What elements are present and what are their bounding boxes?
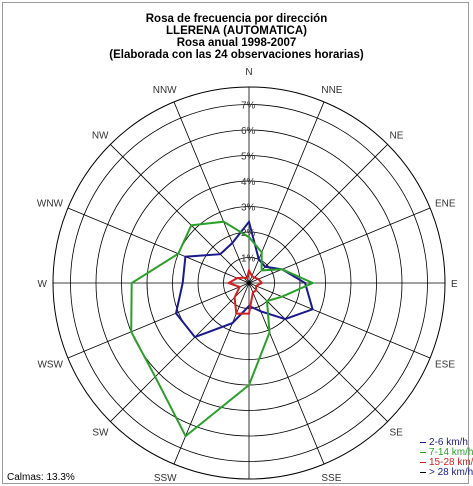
spoke-wnw bbox=[67, 207, 250, 284]
direction-label-wnw: WNW bbox=[37, 199, 64, 210]
legend-swatch-1 bbox=[420, 441, 426, 443]
direction-label-sse: SSE bbox=[321, 473, 341, 484]
legend-entry-3: 15-28 km/h bbox=[420, 458, 473, 468]
series-2-line bbox=[130, 220, 316, 438]
chart-title-line2: LLERENA (AUTOMATICA) bbox=[166, 25, 307, 37]
direction-label-n: N bbox=[245, 67, 252, 78]
spoke-nne bbox=[248, 101, 325, 284]
direction-label-ese: ESE bbox=[435, 359, 455, 370]
direction-label-w: W bbox=[38, 279, 48, 290]
spoke-ene bbox=[248, 207, 431, 284]
legend-entry-2: 7-14 km/h bbox=[420, 448, 473, 458]
legend-entry-1: 2-6 km/h bbox=[420, 438, 473, 448]
legend: 2-6 km/h 7-14 km/h 15-28 km/h > 28 km/h bbox=[420, 438, 473, 478]
ring-label-3: 3% bbox=[241, 203, 256, 214]
legend-label-1: 2-6 km/h bbox=[429, 437, 468, 448]
direction-label-nnw: NNW bbox=[153, 85, 177, 96]
spoke-nnw bbox=[173, 101, 250, 284]
chart-frame bbox=[2, 2, 469, 484]
series-1-line bbox=[174, 219, 314, 339]
legend-label-4: > 28 km/h bbox=[429, 467, 473, 478]
legend-swatch-2 bbox=[420, 451, 426, 453]
series-3-line bbox=[226, 267, 264, 315]
spoke-wsw bbox=[67, 282, 250, 359]
direction-label-ne: NE bbox=[389, 131, 403, 142]
direction-label-sw: SW bbox=[92, 427, 109, 438]
spoke-se bbox=[248, 282, 388, 422]
direction-label-nne: NNE bbox=[321, 85, 342, 96]
direction-label-se: SE bbox=[389, 427, 403, 438]
spoke-ese bbox=[248, 282, 431, 359]
ring-label-7: 7% bbox=[241, 101, 256, 112]
ring-label-4: 4% bbox=[241, 177, 256, 188]
ring-label-6: 6% bbox=[241, 126, 256, 137]
chart-title-line1: Rosa de frecuencia por dirección bbox=[145, 13, 328, 25]
direction-label-wsw: WSW bbox=[37, 359, 63, 370]
chart-title-line4: (Elaborada con las 24 observaciones hora… bbox=[109, 49, 364, 61]
direction-label-ene: ENE bbox=[435, 199, 456, 210]
spoke-ne bbox=[248, 144, 388, 284]
legend-swatch-4 bbox=[420, 471, 426, 473]
legend-entry-4: > 28 km/h bbox=[420, 468, 473, 478]
spoke-nw bbox=[110, 144, 250, 284]
direction-label-e: E bbox=[451, 279, 458, 290]
legend-label-2: 7-14 km/h bbox=[429, 447, 473, 458]
legend-swatch-3 bbox=[420, 461, 426, 463]
spoke-sw bbox=[110, 282, 250, 422]
ring-label-1: 1% bbox=[241, 254, 256, 265]
ring-label-2: 2% bbox=[241, 228, 256, 239]
ring-label-5: 5% bbox=[241, 152, 256, 163]
direction-label-ssw: SSW bbox=[154, 473, 177, 484]
legend-label-3: 15-28 km/h bbox=[429, 457, 473, 468]
chart-title-line3: Rosa anual 1998-2007 bbox=[176, 37, 297, 49]
calms-label: Calmas: 13.3% bbox=[7, 472, 75, 483]
direction-label-nw: NW bbox=[92, 131, 109, 142]
spoke-sse bbox=[248, 282, 325, 465]
